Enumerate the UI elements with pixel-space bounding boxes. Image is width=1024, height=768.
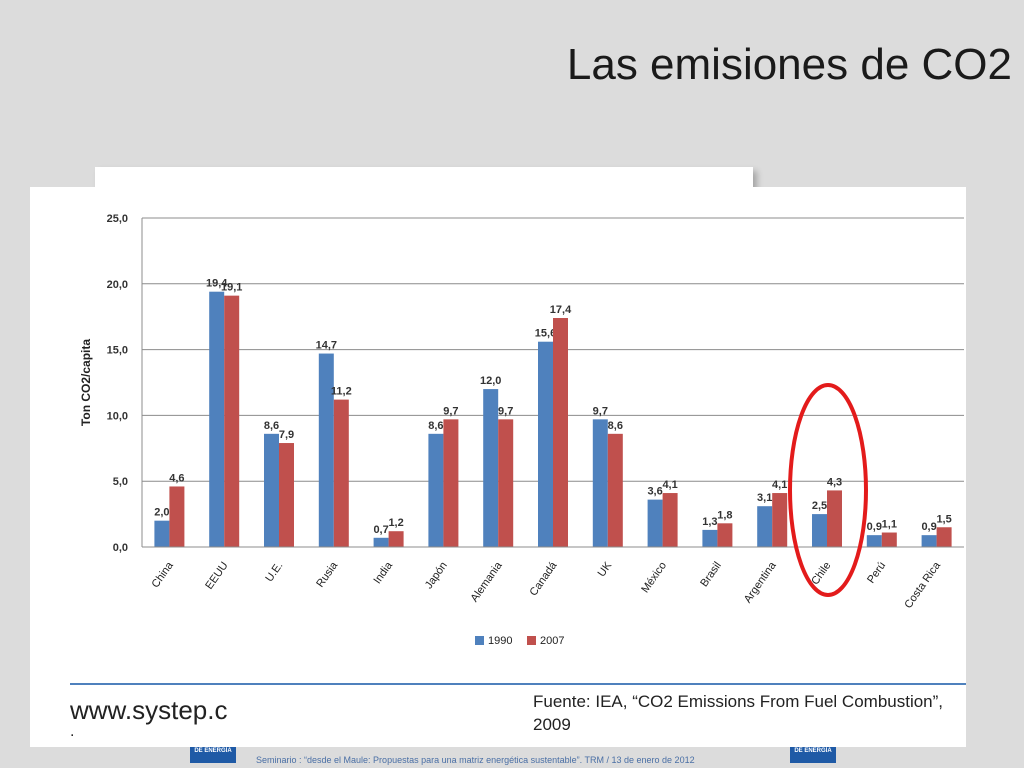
website-text: www.systep.c (70, 695, 228, 725)
chart-panel: 0,0 5,0 10,0 15,0 20,0 25,0 Ton CO2/capita 2,0 4… (30, 187, 966, 747)
data-label: 0,9 (921, 521, 936, 533)
data-label: 1,2 (388, 517, 403, 529)
data-label: 0,7 (373, 524, 388, 536)
x-tick-label: Japón (423, 560, 450, 591)
bar-1990 (209, 291, 225, 547)
y-tick-label: 25,0 (107, 213, 128, 225)
bar-2007 (607, 433, 623, 547)
x-tick-label: EEUU (203, 560, 230, 592)
bar-1990 (428, 433, 444, 547)
data-label: 17,4 (550, 304, 572, 316)
data-label: 2,0 (154, 507, 169, 519)
bar-1990 (264, 433, 279, 547)
data-label: 2,5 (812, 500, 827, 512)
bar-2007 (279, 443, 294, 547)
y-tick-label: 15,0 (107, 345, 128, 357)
bar-1990 (812, 514, 827, 547)
data-label: 19,4 (206, 278, 228, 290)
source-citation: Fuente: IEA, “CO2 Emissions From Fuel Co… (533, 692, 944, 734)
bar-1990 (757, 506, 773, 547)
bar-2007 (333, 399, 349, 547)
x-tick-label: Canadá (528, 559, 560, 598)
data-label: 4,1 (772, 479, 787, 491)
y-tick-label: 10,0 (107, 410, 128, 422)
bar-1990 (866, 535, 882, 547)
bar-2007 (443, 419, 459, 547)
data-label: 12,0 (480, 375, 501, 387)
data-label: 9,7 (443, 405, 458, 417)
bar-2007 (936, 527, 952, 547)
bar-2007 (717, 523, 733, 547)
bar-1990 (373, 537, 389, 547)
y-axis-label: Ton CO2/capita (79, 339, 93, 426)
data-label: 7,9 (279, 429, 294, 441)
seminar-caption: Seminario : “desde el Maule: Propuestas … (256, 755, 695, 765)
ministry-logo-right: DE ENERGÍA (790, 747, 836, 763)
x-tick-label: China (150, 559, 177, 590)
data-label: 9,7 (593, 405, 608, 417)
ministry-logo-left: DE ENERGÍA (190, 747, 236, 763)
bar-1990 (538, 341, 553, 547)
highlight-circle (788, 383, 868, 597)
bar-2007 (553, 318, 568, 547)
data-label: 14,7 (316, 340, 337, 352)
x-tick-label: Argentina (742, 559, 779, 605)
slide-title: Las emisiones de CO2 (566, 40, 1012, 89)
data-label: 4,1 (662, 479, 677, 491)
x-tick-label: México (639, 560, 669, 595)
data-label: 15,6 (535, 328, 556, 340)
legend-label: 1990 (488, 635, 512, 647)
bar-1990 (483, 389, 499, 547)
bar-2007 (662, 493, 678, 547)
bar-2007 (388, 531, 404, 547)
data-label: 4,6 (169, 472, 184, 484)
x-tick-label: Brasil (698, 560, 724, 589)
x-tick-label: Rusia (314, 559, 340, 590)
bar-1990 (647, 499, 663, 547)
bar-2007 (498, 419, 514, 547)
data-label: 3,1 (757, 492, 772, 504)
data-label: 19,1 (221, 282, 242, 294)
legend-label: 2007 (540, 635, 564, 647)
bar-1990 (154, 520, 170, 547)
y-tick-label: 20,0 (107, 279, 128, 291)
y-tick-label: 0,0 (113, 542, 128, 554)
data-label: 8,6 (428, 420, 443, 432)
x-tick-label: India (372, 559, 396, 586)
x-tick-label: Perú (865, 560, 888, 586)
y-tick-label: 5,0 (113, 476, 128, 488)
bar-chart: 0,0 5,0 10,0 15,0 20,0 25,0 Ton CO2/capita 2,0 4… (79, 213, 964, 647)
data-label: 1,5 (936, 513, 951, 525)
x-tick-label: Costa Rica (902, 559, 943, 611)
bar-1990 (702, 529, 718, 547)
legend-swatch-2007 (527, 636, 536, 645)
legend-swatch-1990 (475, 636, 484, 645)
data-label: 11,2 (331, 386, 352, 398)
data-label: 8,6 (608, 420, 623, 432)
x-tick-label: U.E. (263, 560, 285, 584)
data-label: 4,3 (827, 476, 842, 488)
data-label: 3,6 (647, 486, 662, 498)
bar-1990 (318, 353, 334, 547)
x-tick-label: Alemania (469, 559, 506, 604)
website-dot: . (70, 723, 75, 740)
bar-1990 (921, 535, 937, 547)
data-label: 9,7 (498, 405, 513, 417)
bar-2007 (827, 490, 842, 547)
bar-1990 (592, 419, 608, 547)
bar-2007 (169, 486, 185, 547)
x-tick-label: UK (596, 559, 615, 579)
bar-2007 (224, 295, 240, 547)
bar-2007 (772, 493, 788, 547)
bar-2007 (881, 532, 897, 547)
data-label: 1,3 (702, 516, 717, 528)
data-label: 0,9 (867, 521, 882, 533)
data-label: 1,8 (717, 509, 732, 521)
footer-divider (70, 683, 966, 685)
data-label: 8,6 (264, 420, 279, 432)
data-label: 1,1 (882, 519, 897, 531)
